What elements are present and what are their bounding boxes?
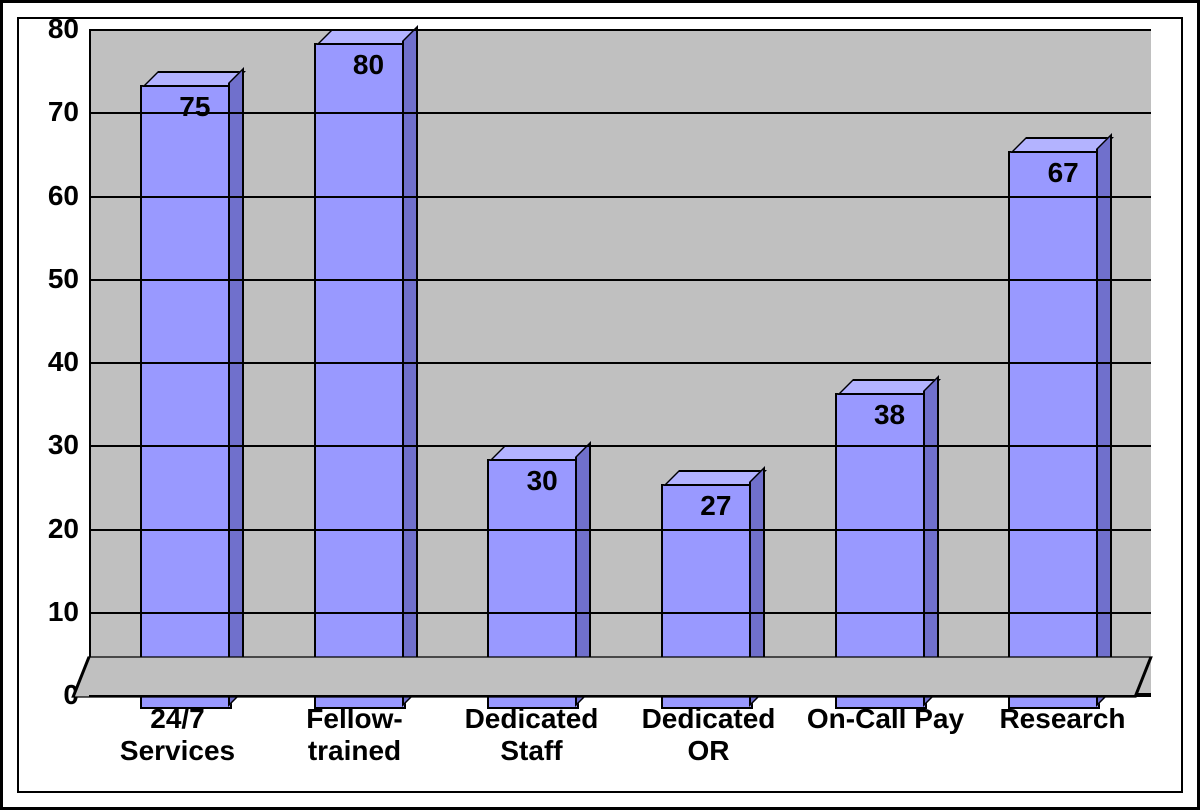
x-tick-slot: On-Call Pay <box>797 695 974 791</box>
x-tick-slot: Dedicated OR <box>620 695 797 791</box>
gridline <box>89 279 1151 281</box>
bar-front: 75 <box>140 85 232 709</box>
x-tick-slot: Fellow- trained <box>266 695 443 791</box>
gridline <box>89 362 1151 364</box>
bar-value-label: 80 <box>316 49 422 81</box>
bar-side-face <box>1096 133 1112 707</box>
x-tick-label: Fellow- trained <box>306 703 402 767</box>
gridline <box>89 695 1151 697</box>
bar-front: 67 <box>1008 151 1100 709</box>
plot-frame: 01020304050607080 758030273867 24/7 Serv… <box>17 17 1183 793</box>
bar-front: 80 <box>314 43 406 709</box>
bar: 67 <box>1008 151 1100 709</box>
bar-value-label: 75 <box>142 91 248 123</box>
bar-value-label: 30 <box>489 465 595 497</box>
y-tick-label: 80 <box>48 13 79 45</box>
gridline <box>89 112 1151 114</box>
bar-value-label: 67 <box>1010 157 1116 189</box>
y-tick-label: 60 <box>48 180 79 212</box>
x-tick-label: Dedicated Staff <box>465 703 599 767</box>
gridline <box>89 29 1151 31</box>
x-tick-slot: 24/7 Services <box>89 695 266 791</box>
x-tick-label: 24/7 Services <box>120 703 235 767</box>
bar-value-label: 27 <box>663 490 769 522</box>
x-tick-label: Dedicated OR <box>642 703 776 767</box>
floor-3d <box>89 657 1151 697</box>
x-axis: 24/7 Services Fellow- trained Dedicated St… <box>19 695 1181 791</box>
bar-side-face <box>402 25 418 707</box>
x-tick-slot: Dedicated Staff <box>443 695 620 791</box>
plot-wall: 75 80 30 27 38 67 <box>89 29 1151 695</box>
y-tick-label: 30 <box>48 429 79 461</box>
gridline <box>89 445 1151 447</box>
y-tick-label: 10 <box>48 596 79 628</box>
gridline <box>89 529 1151 531</box>
y-axis: 01020304050607080 <box>19 29 89 695</box>
gridline <box>89 612 1151 614</box>
y-tick-label: 50 <box>48 263 79 295</box>
bar: 75 <box>140 85 232 709</box>
outer-frame: 01020304050607080 758030273867 24/7 Serv… <box>0 0 1200 810</box>
bar-value-label: 38 <box>837 399 943 431</box>
bar: 80 <box>314 43 406 709</box>
x-tick-slot: Research <box>974 695 1151 791</box>
gridline <box>89 196 1151 198</box>
y-tick-label: 70 <box>48 96 79 128</box>
chart-area: 01020304050607080 758030273867 <box>19 19 1181 695</box>
y-tick-label: 20 <box>48 513 79 545</box>
y-tick-label: 40 <box>48 346 79 378</box>
